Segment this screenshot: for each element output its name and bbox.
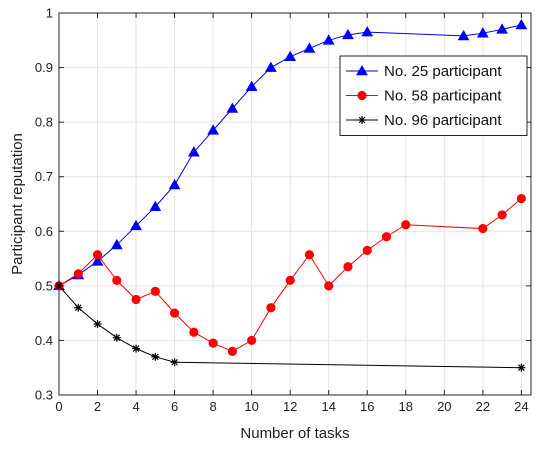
star-stroke: [55, 282, 63, 290]
series-2-point: [150, 286, 160, 296]
x-tick-label: 12: [283, 399, 297, 414]
series-3: [55, 281, 526, 372]
series-2-point: [112, 275, 122, 285]
series-1-point: [168, 178, 181, 190]
star-stroke: [113, 334, 121, 342]
y-tick-label: 1: [46, 6, 53, 21]
legend-entry: No. 25 participant: [346, 63, 502, 80]
star-stroke: [132, 345, 140, 352]
series-3-point: [93, 320, 102, 329]
x-tick-label: 16: [360, 399, 374, 414]
series-1-point: [110, 238, 123, 250]
y-tick-label: 0.4: [35, 333, 53, 348]
x-tick-label: 6: [171, 399, 178, 414]
series-2-point: [478, 223, 488, 234]
y-tick-label: 0.3: [35, 388, 53, 403]
series-2-point: [227, 346, 237, 356]
series-1-point: [130, 219, 142, 231]
legend: No. 25 participant No. 58 participant No. …: [339, 55, 528, 136]
x-tick-label: 24: [514, 399, 528, 414]
series-2-point: [343, 262, 353, 272]
series-3-point: [132, 344, 141, 353]
series-2-point: [73, 269, 83, 279]
series-1-point: [476, 27, 489, 38]
x-tick-label: 2: [94, 399, 101, 414]
series-2-point: [304, 250, 315, 260]
series-3-point: [517, 363, 526, 372]
legend-label: No. 96 participant: [384, 112, 502, 129]
series-1-point: [284, 50, 297, 61]
series-1-point: [265, 61, 277, 72]
series-2: [54, 193, 526, 356]
x-tick-label: 10: [244, 399, 258, 414]
legend-label: No. 58 participant: [384, 88, 502, 105]
series-2-point: [381, 232, 392, 242]
star-stroke: [358, 116, 366, 124]
series-1-point: [457, 29, 470, 41]
legend-marker: [357, 90, 367, 101]
star-stroke: [94, 320, 101, 328]
series-1-point: [226, 102, 239, 113]
y-tick-label: 0.6: [35, 224, 53, 239]
legend-marker: [358, 116, 366, 124]
star-stroke: [74, 304, 82, 311]
series-2-point: [285, 275, 295, 285]
legend-label: No. 25 participant: [384, 63, 502, 80]
series-2-point: [208, 338, 218, 348]
series-2-point: [362, 245, 372, 255]
star-stroke: [518, 364, 525, 372]
series-1-point: [187, 146, 200, 157]
series-1-point: [245, 80, 258, 91]
x-tick-label: 8: [210, 399, 217, 414]
series-3-line: [58, 285, 522, 369]
y-tick-label: 0.5: [35, 278, 53, 293]
series-1-point: [361, 26, 374, 37]
plot-frame: [58, 12, 532, 396]
series-2-point: [169, 308, 180, 318]
series-1-point: [515, 18, 528, 30]
x-tick-label: 22: [476, 399, 490, 414]
axes-layer: 0 2 4 6 8 10 12 14 16 18 20 22 240.30.40.50.60.70.80…: [35, 6, 532, 414]
series-layer: [53, 18, 528, 372]
series-2-point: [266, 303, 276, 313]
series-1-point: [207, 124, 220, 135]
star-stroke: [171, 358, 178, 366]
legend-entry: No. 96 participant: [346, 112, 502, 129]
series-2-point: [324, 281, 334, 291]
series-2-point: [189, 327, 199, 337]
series-2-point: [401, 220, 411, 230]
x-tick-label: 20: [437, 399, 451, 414]
x-tick-label: 18: [399, 399, 413, 414]
series-3-point: [112, 333, 121, 342]
y-tick-label: 0.8: [35, 115, 53, 130]
series-2-point: [516, 193, 526, 204]
legend-entry: No. 58 participant: [346, 88, 502, 105]
y-axis-title: Participant reputation: [9, 133, 26, 275]
y-tick-label: 0.7: [35, 169, 53, 184]
x-tick-label: 14: [321, 399, 335, 414]
series-2-point: [131, 294, 141, 305]
series-2-point: [247, 335, 257, 346]
series-1-point: [303, 42, 316, 53]
series-1-point: [91, 255, 104, 266]
series-3-point: [151, 352, 160, 361]
series-1-point: [149, 200, 162, 212]
x-tick-label: 0: [55, 399, 62, 414]
x-axis-title: Number of tasks: [240, 425, 349, 442]
series-2-point: [92, 250, 103, 260]
series-1-point: [496, 23, 508, 34]
star-stroke: [152, 353, 159, 361]
series-1-point: [342, 28, 354, 40]
series-3-point: [74, 303, 83, 312]
x-tick-label: 4: [132, 399, 139, 414]
series-3-point: [55, 281, 63, 290]
series-2-point: [497, 210, 507, 220]
series-1-point: [322, 34, 335, 45]
series-3-point: [170, 358, 179, 367]
y-tick-label: 0.9: [35, 60, 53, 75]
legend-marker: [356, 64, 368, 76]
series-2-line: [58, 198, 522, 352]
